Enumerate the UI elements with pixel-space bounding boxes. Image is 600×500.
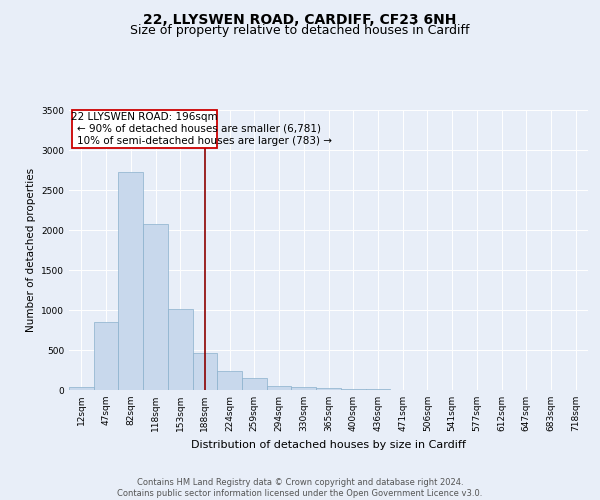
Text: Size of property relative to detached houses in Cardiff: Size of property relative to detached ho… <box>130 24 470 37</box>
Text: 10% of semi-detached houses are larger (783) →: 10% of semi-detached houses are larger (… <box>77 136 332 146</box>
Text: 22, LLYSWEN ROAD, CARDIFF, CF23 6NH: 22, LLYSWEN ROAD, CARDIFF, CF23 6NH <box>143 12 457 26</box>
Bar <box>242 378 267 390</box>
Y-axis label: Number of detached properties: Number of detached properties <box>26 168 35 332</box>
Bar <box>217 371 242 390</box>
Bar <box>168 309 193 390</box>
Bar <box>267 386 292 390</box>
Text: ← 90% of detached houses are smaller (6,781): ← 90% of detached houses are smaller (6,… <box>77 124 321 134</box>
X-axis label: Distribution of detached houses by size in Cardiff: Distribution of detached houses by size … <box>191 440 466 450</box>
Bar <box>365 389 390 390</box>
Bar <box>69 387 94 390</box>
Bar <box>316 388 341 390</box>
Bar <box>292 387 316 390</box>
Bar <box>143 224 168 390</box>
FancyBboxPatch shape <box>71 110 217 148</box>
Bar <box>118 172 143 390</box>
Bar <box>193 353 217 390</box>
Bar <box>94 322 118 390</box>
Bar <box>341 389 365 390</box>
Text: 22 LLYSWEN ROAD: 196sqm: 22 LLYSWEN ROAD: 196sqm <box>71 112 218 122</box>
Text: Contains HM Land Registry data © Crown copyright and database right 2024.
Contai: Contains HM Land Registry data © Crown c… <box>118 478 482 498</box>
